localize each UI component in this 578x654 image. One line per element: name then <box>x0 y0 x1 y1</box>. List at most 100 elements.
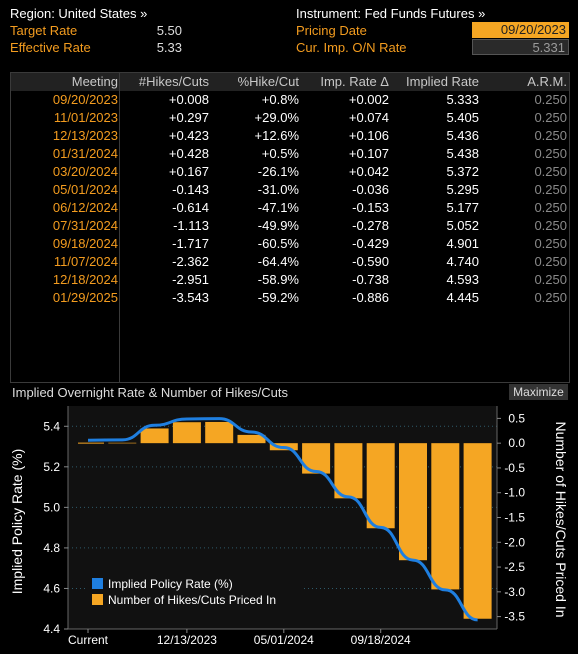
cell-hikes-cuts: -2.951 <box>172 272 209 287</box>
pricing-date-input[interactable]: 09/20/2023 <box>472 22 569 38</box>
table-row[interactable]: 12/13/2023 +0.423 +12.6% +0.106 5.436 0.250 <box>11 127 569 145</box>
cell-arm: 0.250 <box>534 272 567 287</box>
cell-implied-rate: 5.052 <box>446 218 479 233</box>
table-row[interactable]: 09/20/2023 +0.008 +0.8% +0.002 5.333 0.250 <box>11 91 569 109</box>
cell-hikes-cuts: +0.167 <box>168 164 209 179</box>
cell-hikes-cuts: +0.428 <box>168 146 209 161</box>
right-tick-label: -2.5 <box>504 560 525 574</box>
col-meeting-header[interactable]: Meeting <box>71 74 118 89</box>
target-rate-label: Target Rate <box>10 23 78 38</box>
chart-area: 4.4 4.6 4.8 5.0 5.2 5.4 0.5 0.0 -0.5 -1.0 -1.5 -2.0… <box>0 402 578 651</box>
cell-hikes-cuts: -0.614 <box>172 200 209 215</box>
cell-imp-rate-delta: -0.429 <box>352 236 389 251</box>
cell-hikes-cuts: +0.297 <box>168 110 209 125</box>
left-tick-label: 5.2 <box>43 460 60 474</box>
col-imp-rate-delta-header[interactable]: Imp. Rate Δ <box>320 74 389 89</box>
right-tick-label: -3.0 <box>504 585 525 599</box>
cell-pct-hike-cut: -31.0% <box>257 182 299 197</box>
cell-imp-rate-delta: +0.042 <box>348 164 389 179</box>
left-tick-label: 4.4 <box>43 622 60 636</box>
cell-pct-hike-cut: +12.6% <box>254 128 299 143</box>
cell-meeting: 01/29/2025 <box>52 290 118 305</box>
cell-meeting: 09/20/2023 <box>52 92 118 107</box>
cell-imp-rate-delta: -0.036 <box>352 182 389 197</box>
maximize-button[interactable]: Maximize <box>509 384 568 400</box>
cell-pct-hike-cut: -26.1% <box>257 164 299 179</box>
column-divider <box>119 73 120 382</box>
cell-pct-hike-cut: +0.8% <box>261 92 299 107</box>
bar-hikes-cuts <box>366 443 395 529</box>
bar-hikes-cuts <box>237 434 266 444</box>
cell-meeting: 03/20/2024 <box>52 164 118 179</box>
cell-imp-rate-delta: -0.278 <box>352 218 389 233</box>
cell-imp-rate-delta: +0.106 <box>348 128 389 143</box>
right-tick-label: 0.0 <box>508 436 525 450</box>
meetings-table: Meeting #Hikes/Cuts %Hike/Cut Imp. Rate … <box>10 72 570 383</box>
table-row[interactable]: 09/18/2024 -1.717 -60.5% -0.429 4.901 0.250 <box>11 235 569 253</box>
cell-hikes-cuts: -1.113 <box>173 218 209 233</box>
cell-hikes-cuts: -3.543 <box>172 290 209 305</box>
table-row[interactable]: 06/12/2024 -0.614 -47.1% -0.153 5.177 0.250 <box>11 199 569 217</box>
cell-pct-hike-cut: +29.0% <box>254 110 299 125</box>
col-arm-header[interactable]: A.R.M. <box>527 74 567 89</box>
bar-hikes-cuts <box>463 443 492 619</box>
cell-meeting: 07/31/2024 <box>52 218 118 233</box>
cell-pct-hike-cut: -47.1% <box>257 200 299 215</box>
region-selector[interactable]: Region: United States » <box>10 6 148 21</box>
table-row[interactable]: 01/31/2024 +0.428 +0.5% +0.107 5.438 0.250 <box>11 145 569 163</box>
x-tick-label: 09/18/2024 <box>351 633 411 647</box>
pricing-date-label: Pricing Date <box>296 23 367 38</box>
cell-implied-rate: 5.405 <box>446 110 479 125</box>
left-tick-label: 5.0 <box>43 500 60 514</box>
right-tick-label: -2.0 <box>504 535 525 549</box>
left-tick-label: 4.6 <box>43 581 60 595</box>
table-row[interactable]: 11/07/2024 -2.362 -64.4% -0.590 4.740 0.250 <box>11 253 569 271</box>
col-implied-rate-header[interactable]: Implied Rate <box>406 74 479 89</box>
cell-hikes-cuts: -1.717 <box>172 236 209 251</box>
cell-imp-rate-delta: +0.002 <box>348 92 389 107</box>
instrument-selector[interactable]: Instrument: Fed Funds Futures » <box>296 6 486 21</box>
table-row[interactable]: 01/29/2025 -3.543 -59.2% -0.886 4.445 0.250 <box>11 289 569 307</box>
cell-arm: 0.250 <box>534 128 567 143</box>
col-hikes-cuts-header[interactable]: #Hikes/Cuts <box>138 74 209 89</box>
cell-implied-rate: 5.436 <box>446 128 479 143</box>
table-row[interactable]: 03/20/2024 +0.167 -26.1% +0.042 5.372 0.250 <box>11 163 569 181</box>
right-tick-label: -3.5 <box>504 610 525 624</box>
cell-hikes-cuts: -0.143 <box>172 182 209 197</box>
cell-meeting: 05/01/2024 <box>52 182 118 197</box>
chart-title: Implied Overnight Rate & Number of Hikes… <box>12 385 288 400</box>
cell-implied-rate: 5.333 <box>446 92 479 107</box>
effective-rate-value: 5.33 <box>156 40 182 55</box>
cell-arm: 0.250 <box>534 200 567 215</box>
effective-rate-label: Effective Rate <box>10 40 91 55</box>
cell-meeting: 12/13/2023 <box>52 128 118 143</box>
cell-meeting: 06/12/2024 <box>52 200 118 215</box>
left-tick-label: 5.4 <box>43 419 60 433</box>
cell-meeting: 11/01/2023 <box>53 110 118 125</box>
bar-hikes-cuts <box>140 428 169 444</box>
cell-arm: 0.250 <box>534 182 567 197</box>
cell-imp-rate-delta: -0.886 <box>352 290 389 305</box>
cell-arm: 0.250 <box>534 290 567 305</box>
cell-meeting: 12/18/2024 <box>52 272 118 287</box>
cell-imp-rate-delta: +0.074 <box>348 110 389 125</box>
bar-hikes-cuts <box>399 443 427 561</box>
legend-box <box>88 574 304 612</box>
cell-pct-hike-cut: -58.9% <box>257 272 299 287</box>
col-pct-hike-cut-header[interactable]: %Hike/Cut <box>237 74 299 89</box>
cell-implied-rate: 4.445 <box>446 290 479 305</box>
cell-arm: 0.250 <box>534 146 567 161</box>
table-row[interactable]: 07/31/2024 -1.113 -49.9% -0.278 5.052 0.250 <box>11 217 569 235</box>
x-tick-label: 05/01/2024 <box>254 633 314 647</box>
right-axis-title: Number of Hikes/Cuts Priced In <box>553 421 569 617</box>
right-tick-label: -1.0 <box>504 486 525 500</box>
bar-hikes-cuts <box>205 421 234 444</box>
cell-imp-rate-delta: -0.153 <box>352 200 389 215</box>
table-row[interactable]: 12/18/2024 -2.951 -58.9% -0.738 4.593 0.250 <box>11 271 569 289</box>
cell-imp-rate-delta: -0.590 <box>352 254 389 269</box>
cell-implied-rate: 5.372 <box>446 164 479 179</box>
table-row[interactable]: 05/01/2024 -0.143 -31.0% -0.036 5.295 0.250 <box>11 181 569 199</box>
table-row[interactable]: 11/01/2023 +0.297 +29.0% +0.074 5.405 0.250 <box>11 109 569 127</box>
x-tick-label: Current <box>68 633 109 647</box>
legend-swatch-line <box>92 578 103 589</box>
